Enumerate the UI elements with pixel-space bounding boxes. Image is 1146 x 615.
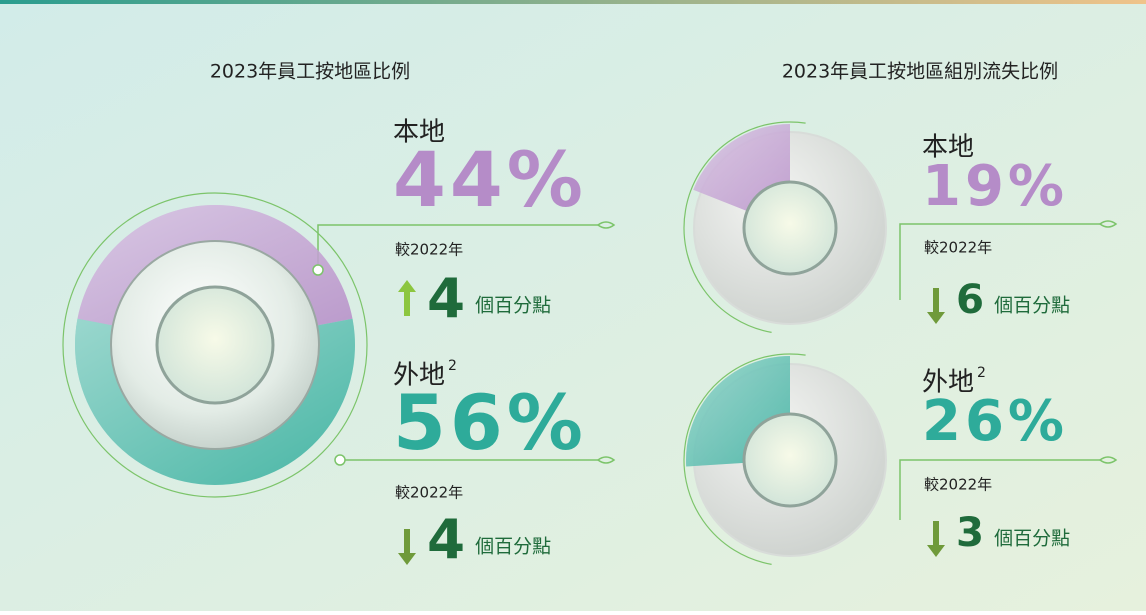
change-arrow [398, 280, 416, 316]
comparison-label: 較2022年 [924, 239, 992, 257]
category-label: 外地 [393, 361, 445, 391]
change-arrow [927, 288, 945, 324]
change-unit: 個百分點 [994, 528, 1070, 550]
value-label: 19% [922, 154, 1068, 219]
chart-title: 2023年員工按地區比例 [210, 61, 410, 83]
segment-sheen [693, 124, 790, 212]
footnote-mark: 2 [448, 358, 457, 374]
connector-dot [334, 454, 346, 466]
comparison-label: 較2022年 [395, 241, 463, 259]
change-value: 4 [427, 507, 465, 571]
comparison-label: 較2022年 [395, 484, 463, 502]
value-label: 44% [393, 135, 587, 224]
category-label: 外地 [922, 368, 974, 398]
category-label: 本地 [393, 118, 445, 148]
top-rule [0, 0, 1146, 4]
change-value: 4 [427, 266, 465, 330]
change-value: 6 [956, 276, 984, 323]
change-unit: 個百分點 [475, 536, 551, 558]
change-unit: 個百分點 [994, 295, 1070, 317]
segment-sheen [686, 356, 790, 467]
value-label: 56% [393, 378, 587, 467]
change-unit: 個百分點 [475, 295, 551, 317]
connector-dot [312, 264, 324, 276]
chart-title: 2023年員工按地區組別流失比例 [782, 61, 1058, 83]
change-arrow [927, 521, 945, 557]
value-label: 26% [922, 389, 1068, 454]
outer-ring [62, 192, 368, 498]
change-arrow [398, 529, 416, 565]
segment-sheen [75, 318, 355, 485]
core [742, 180, 838, 276]
core [155, 285, 275, 405]
comparison-label: 較2022年 [924, 476, 992, 494]
segment-sheen [77, 204, 353, 327]
footnote-mark: 2 [977, 365, 986, 381]
core [742, 412, 838, 508]
category-label: 本地 [922, 133, 974, 163]
change-value: 3 [956, 509, 984, 556]
